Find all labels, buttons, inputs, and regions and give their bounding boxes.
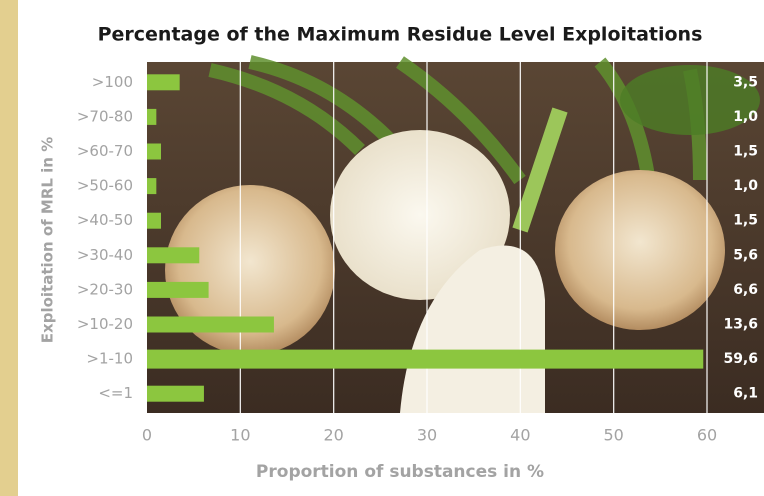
value-label: 1,5 (733, 144, 758, 160)
bar (147, 108, 157, 125)
y-tick-label: >50-60 (77, 177, 133, 195)
y-tick-label: >70-80 (77, 107, 133, 125)
value-label: 6,6 (733, 282, 758, 298)
value-label: 13,6 (723, 317, 758, 333)
bar (147, 178, 157, 195)
x-tick-label: 30 (417, 426, 437, 445)
value-label: 5,6 (733, 247, 758, 263)
x-tick-label: 20 (323, 426, 343, 445)
bar (147, 247, 200, 264)
bar (147, 385, 204, 402)
y-axis-label: Exploitation of MRL in % (39, 137, 57, 343)
value-label: 1,0 (733, 178, 758, 194)
bar (147, 316, 274, 333)
x-tick-label: 40 (510, 426, 530, 445)
y-tick-label: >20-30 (77, 280, 133, 298)
value-label: 1,5 (733, 213, 758, 229)
value-label: 1,0 (733, 109, 758, 125)
value-label: 6,1 (733, 386, 758, 402)
x-tick-label: 60 (697, 426, 717, 445)
y-tick-label: >40-50 (77, 211, 133, 229)
bar (147, 143, 161, 160)
bar (147, 212, 161, 229)
y-tick-label: >60-70 (77, 142, 133, 160)
value-label: 59,6 (723, 351, 758, 367)
side-texture (0, 0, 18, 496)
y-tick-label: <=1 (98, 384, 133, 402)
bar (147, 74, 180, 91)
photo (147, 55, 764, 413)
y-tick-label: >100 (92, 73, 133, 91)
y-tick-label: >10-20 (77, 315, 133, 333)
x-tick-label: 10 (230, 426, 250, 445)
bar (147, 349, 704, 369)
x-axis-label: Proportion of substances in % (256, 462, 544, 482)
y-tick-label: >1-10 (86, 350, 133, 368)
y-tick-label: >30-40 (77, 246, 133, 264)
x-tick-label: 50 (603, 426, 623, 445)
chart-title: Percentage of the Maximum Residue Level … (98, 24, 703, 46)
bar (147, 281, 209, 298)
value-label: 3,5 (733, 74, 758, 90)
x-tick-label: 0 (142, 426, 152, 445)
